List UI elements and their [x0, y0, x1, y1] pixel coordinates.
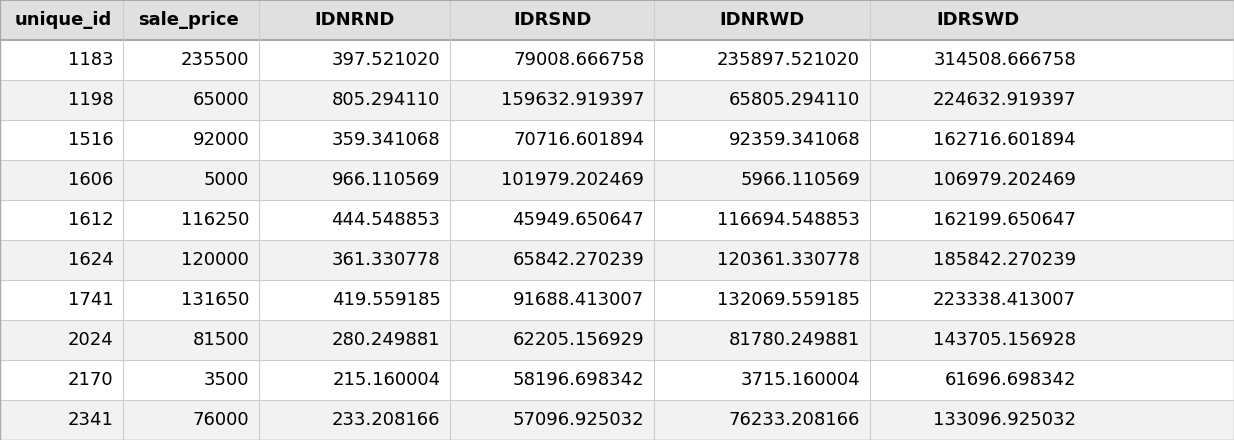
Text: IDNRWD: IDNRWD [719, 11, 805, 29]
Text: 132069.559185: 132069.559185 [717, 291, 860, 309]
Text: 101979.202469: 101979.202469 [501, 171, 644, 189]
Text: 162716.601894: 162716.601894 [933, 131, 1076, 149]
FancyBboxPatch shape [0, 80, 1234, 120]
Text: 57096.925032: 57096.925032 [512, 411, 644, 429]
Text: 120361.330778: 120361.330778 [717, 251, 860, 269]
Text: sale_price: sale_price [138, 11, 239, 29]
Text: 2341: 2341 [68, 411, 114, 429]
Text: 1516: 1516 [68, 131, 114, 149]
Text: 966.110569: 966.110569 [332, 171, 441, 189]
Text: 2170: 2170 [68, 371, 114, 389]
Text: 397.521020: 397.521020 [332, 51, 441, 69]
Text: 65842.270239: 65842.270239 [512, 251, 644, 269]
Text: 1183: 1183 [68, 51, 114, 69]
Text: 143705.156928: 143705.156928 [933, 331, 1076, 349]
Text: 70716.601894: 70716.601894 [513, 131, 644, 149]
Text: 805.294110: 805.294110 [332, 91, 441, 109]
Text: 92000: 92000 [193, 131, 249, 149]
Text: 65805.294110: 65805.294110 [729, 91, 860, 109]
Text: 359.341068: 359.341068 [332, 131, 441, 149]
Text: 224632.919397: 224632.919397 [933, 91, 1076, 109]
Text: 233.208166: 233.208166 [332, 411, 441, 429]
Text: 92359.341068: 92359.341068 [728, 131, 860, 149]
Text: 444.548853: 444.548853 [332, 211, 441, 229]
Text: 5966.110569: 5966.110569 [740, 171, 860, 189]
FancyBboxPatch shape [0, 240, 1234, 280]
Text: 91688.413007: 91688.413007 [513, 291, 644, 309]
Text: 116250: 116250 [181, 211, 249, 229]
Text: IDNRND: IDNRND [315, 11, 395, 29]
Text: 2024: 2024 [68, 331, 114, 349]
Text: 1198: 1198 [68, 91, 114, 109]
Text: 76000: 76000 [193, 411, 249, 429]
Text: 61696.698342: 61696.698342 [944, 371, 1076, 389]
Text: 106979.202469: 106979.202469 [933, 171, 1076, 189]
Text: unique_id: unique_id [15, 11, 112, 29]
Text: 120000: 120000 [181, 251, 249, 269]
Text: 62205.156929: 62205.156929 [512, 331, 644, 349]
Text: 3500: 3500 [204, 371, 249, 389]
Text: 162199.650647: 162199.650647 [933, 211, 1076, 229]
Text: 79008.666758: 79008.666758 [513, 51, 644, 69]
Text: 5000: 5000 [204, 171, 249, 189]
Text: 1612: 1612 [68, 211, 114, 229]
Text: 1606: 1606 [68, 171, 114, 189]
Text: 58196.698342: 58196.698342 [512, 371, 644, 389]
Text: 314508.666758: 314508.666758 [933, 51, 1076, 69]
Text: 65000: 65000 [193, 91, 249, 109]
Text: 185842.270239: 185842.270239 [933, 251, 1076, 269]
Text: 81780.249881: 81780.249881 [729, 331, 860, 349]
Text: 45949.650647: 45949.650647 [512, 211, 644, 229]
FancyBboxPatch shape [0, 40, 1234, 80]
FancyBboxPatch shape [0, 160, 1234, 200]
Text: 131650: 131650 [181, 291, 249, 309]
FancyBboxPatch shape [0, 120, 1234, 160]
Text: 133096.925032: 133096.925032 [933, 411, 1076, 429]
Text: IDRSND: IDRSND [513, 11, 591, 29]
Text: 116694.548853: 116694.548853 [717, 211, 860, 229]
FancyBboxPatch shape [0, 400, 1234, 440]
Text: 361.330778: 361.330778 [332, 251, 441, 269]
Text: 76233.208166: 76233.208166 [729, 411, 860, 429]
Text: 223338.413007: 223338.413007 [933, 291, 1076, 309]
Text: 215.160004: 215.160004 [332, 371, 441, 389]
Text: 419.559185: 419.559185 [332, 291, 441, 309]
Text: 81500: 81500 [193, 331, 249, 349]
FancyBboxPatch shape [0, 200, 1234, 240]
Text: 280.249881: 280.249881 [332, 331, 441, 349]
Text: 235500: 235500 [180, 51, 249, 69]
Text: 1624: 1624 [68, 251, 114, 269]
Text: 3715.160004: 3715.160004 [740, 371, 860, 389]
FancyBboxPatch shape [0, 320, 1234, 360]
FancyBboxPatch shape [0, 280, 1234, 320]
Text: 1741: 1741 [68, 291, 114, 309]
Text: 235897.521020: 235897.521020 [717, 51, 860, 69]
Text: IDRSWD: IDRSWD [937, 11, 1019, 29]
FancyBboxPatch shape [0, 0, 1234, 40]
FancyBboxPatch shape [0, 360, 1234, 400]
Text: 159632.919397: 159632.919397 [501, 91, 644, 109]
